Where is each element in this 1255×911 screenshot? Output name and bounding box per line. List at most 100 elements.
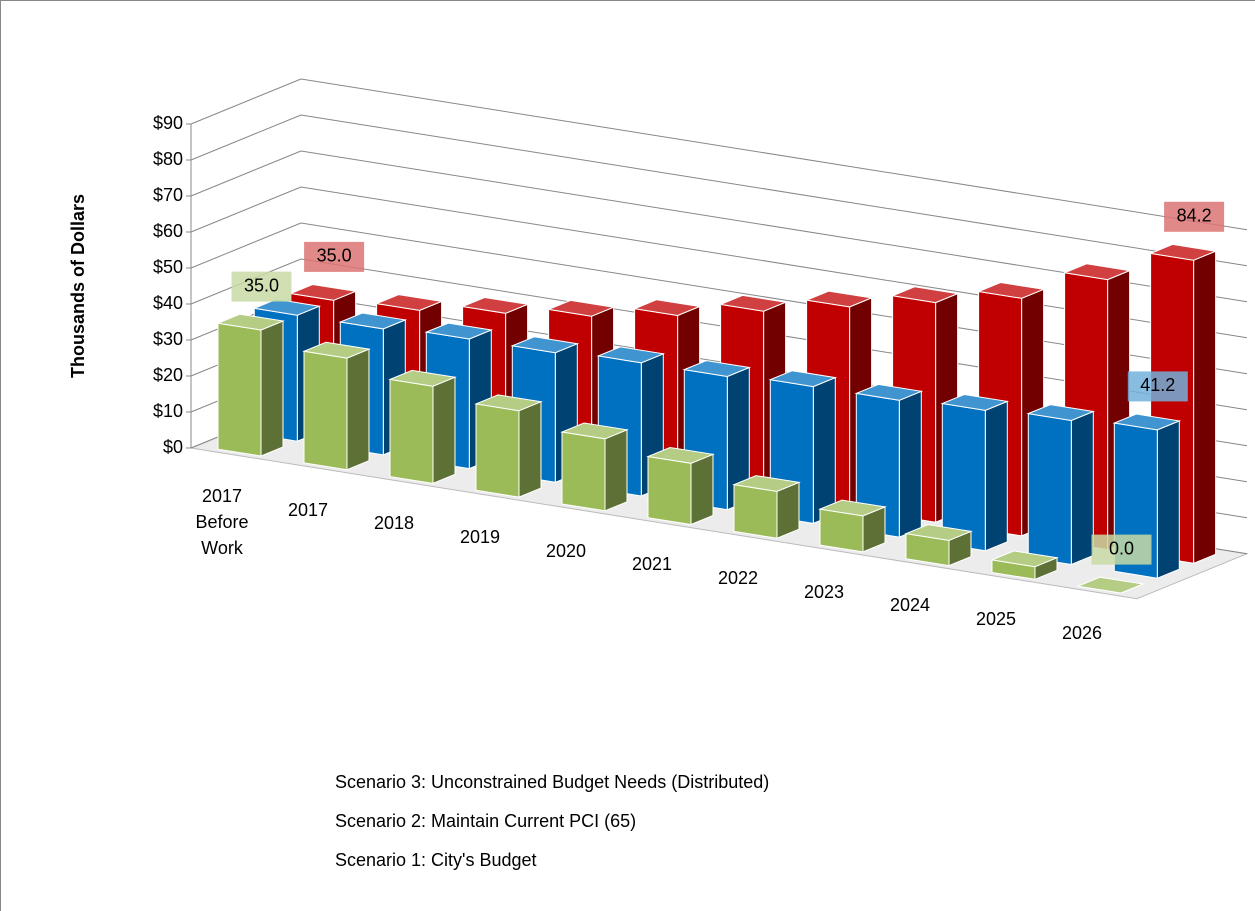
bar: [560, 422, 629, 512]
bar-top: [302, 341, 371, 359]
bar-top: [976, 281, 1046, 299]
legend-item: Scenario 1: City's Budget: [335, 841, 769, 880]
bar: [388, 369, 457, 485]
bar-side: [898, 390, 922, 538]
y-axis-label: Thousands of Dollars: [68, 194, 88, 378]
bar-side: [1070, 410, 1094, 566]
grid-line: [190, 222, 302, 269]
bar-side: [260, 320, 284, 457]
bar-top: [374, 294, 444, 311]
bar-side: [776, 481, 800, 539]
bar: [990, 550, 1059, 581]
bar-front: [647, 455, 692, 526]
bar-front: [475, 403, 520, 498]
bar: [1026, 404, 1096, 566]
bar-front: [733, 484, 778, 539]
bar-top: [288, 283, 358, 301]
value-label-bg: [231, 271, 292, 302]
value-label: 35.0: [317, 246, 352, 266]
legend-item: Scenario 3: Unconstrained Budget Needs (…: [335, 763, 769, 802]
bar-top: [1076, 576, 1145, 594]
legend-label: Scenario 2: Maintain Current PCI (65): [335, 811, 637, 831]
value-label-bg: [1091, 534, 1152, 565]
x-tick-label: 2021: [631, 554, 673, 575]
x-tick-label: 2020: [545, 540, 587, 561]
bar-top: [732, 475, 801, 492]
y-tick-label: $80: [153, 149, 183, 169]
bar-top: [424, 322, 494, 340]
bar-side: [1156, 420, 1180, 579]
bar-top: [252, 298, 322, 316]
x-tick-label: 2017: [287, 499, 329, 520]
bar-top: [1062, 263, 1132, 281]
x-tick-label: 2019: [459, 526, 501, 547]
bar-front: [1027, 413, 1072, 566]
bar-top: [510, 336, 580, 354]
y-tick-label: $0: [163, 437, 183, 457]
bar-top: [216, 313, 285, 331]
legend: Scenario 3: Unconstrained Budget Needs (…: [335, 763, 769, 880]
bar: [904, 524, 973, 567]
bar-side: [690, 453, 714, 526]
bar-top: [646, 446, 715, 464]
grid-line: [190, 186, 302, 233]
bar: [854, 383, 924, 538]
bar-top: [474, 394, 543, 412]
value-label: 35.0: [244, 275, 279, 295]
bar-front: [819, 508, 864, 553]
x-tick-label: 2026: [1061, 622, 1103, 643]
legend-label: Scenario 1: City's Budget: [335, 850, 537, 870]
bar: [302, 341, 371, 471]
bar-front: [389, 378, 434, 484]
bar-top: [804, 290, 874, 308]
bar-top: [546, 299, 616, 317]
x-tick-label: 2017 Before Work: [195, 485, 249, 558]
bar-top: [632, 299, 702, 317]
bar-top: [460, 296, 530, 314]
grid-line: [300, 114, 1248, 267]
bar-top: [596, 346, 666, 364]
bar-side: [518, 400, 542, 498]
bar-top: [388, 369, 457, 387]
value-label: 84.2: [1177, 206, 1212, 226]
bar: [216, 313, 285, 457]
bar-top: [1112, 413, 1182, 431]
bar-top: [940, 393, 1010, 411]
legend-label: Scenario 3: Unconstrained Budget Needs (…: [335, 772, 770, 792]
value-label: 41.2: [1140, 375, 1175, 395]
bar-side: [604, 429, 628, 512]
x-tick-label: 2023: [803, 581, 845, 602]
x-tick-label: 2024: [889, 595, 931, 616]
bar-top: [890, 286, 960, 304]
grid-line: [190, 78, 302, 125]
bar-top: [718, 294, 788, 312]
grid-line: [190, 114, 302, 161]
bar-side: [346, 348, 370, 471]
bar: [732, 475, 801, 539]
bar-front: [561, 431, 606, 512]
bar-top: [338, 312, 408, 330]
y-tick-label: $60: [153, 221, 183, 241]
bar-top: [682, 360, 752, 378]
bar-top: [990, 550, 1059, 568]
legend-item: Scenario 2: Maintain Current PCI (65): [335, 802, 769, 841]
bar: [474, 394, 543, 498]
bar-top: [854, 383, 924, 401]
value-label-bg: [1164, 201, 1225, 232]
bar-top: [768, 370, 838, 388]
x-tick-label: 2018: [373, 513, 415, 534]
bar: [818, 499, 887, 553]
bar-top: [560, 422, 629, 440]
x-tick-label: 2022: [717, 568, 759, 589]
bar: [1076, 576, 1145, 594]
grid-line: [300, 78, 1248, 231]
bar-side: [1193, 250, 1217, 565]
bar-top: [1026, 404, 1096, 422]
y-tick-label: $40: [153, 293, 183, 313]
x-tick-label: 2025: [975, 609, 1017, 630]
y-tick-label: $20: [153, 365, 183, 385]
y-tick-label: $50: [153, 257, 183, 277]
bar-front: [217, 322, 262, 457]
